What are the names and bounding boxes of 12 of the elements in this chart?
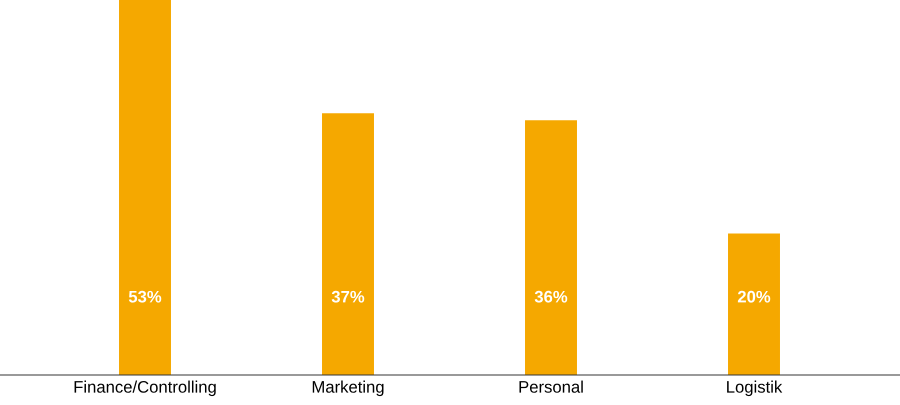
bar (728, 233, 780, 375)
x-tick-label: Finance/Controlling (74, 380, 216, 396)
data-label: 37% (332, 290, 364, 303)
data-label: 53% (128, 290, 162, 303)
bar (525, 120, 577, 375)
data-label: 20% (738, 290, 770, 303)
data-label: 36% (534, 290, 568, 303)
bar (119, 0, 171, 375)
x-tick-label: Logistik (727, 380, 782, 396)
x-tick-label: Personal (519, 380, 583, 393)
bar (322, 113, 374, 375)
x-tick-label: Marketing (312, 380, 384, 396)
